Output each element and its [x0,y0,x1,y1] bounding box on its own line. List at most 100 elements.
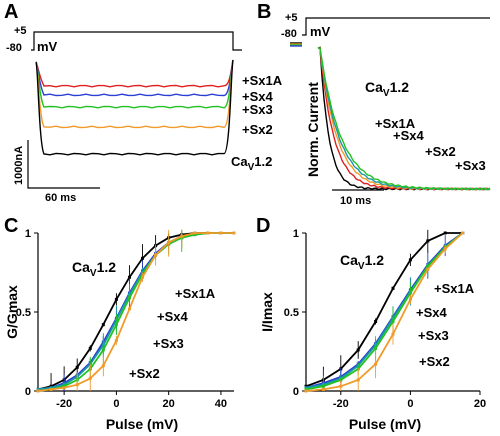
panel-d-x-tick-label: 20 [474,398,486,410]
panel-c-label-sx2: +Sx2 [129,366,160,381]
panel-c-label-sx1a: +Sx1A [175,286,216,301]
panel-c-data-point [127,275,131,279]
panel-c-data-point [127,307,131,311]
panel-b-label-sx2: +Sx2 [425,144,456,159]
panel-b-protocol: +5 -80 mV [281,12,490,40]
panel-b-traces [290,42,491,191]
panel-b-protocol-unit: mV [310,24,331,39]
panel-c-data-point [219,231,223,235]
panel-c-series-labels: CaV1.2 +Sx1A +Sx4 +Sx3 +Sx2 [72,259,216,381]
panel-a-trace [35,59,234,156]
panel-c-x-tick-label: -20 [56,398,72,410]
panel-a-label-sx3: +Sx3 [242,102,273,117]
panel-d-data-point [374,319,378,323]
panel-d-label-sx1a: +Sx1A [434,281,475,296]
panel-c-x-tick-label: 0 [113,398,119,410]
panel-a-trace [35,59,234,88]
panel-d-data-point [426,264,430,268]
panel-d-series-4 [304,231,465,393]
panel-c-data-point [127,296,131,300]
panel-a-label-sx2: +Sx2 [242,122,273,137]
panel-c-data-point [206,231,210,235]
panel-a-trace [35,59,234,129]
panel-d-axes: -20 0 20 0 0.5 1 [284,228,486,410]
panel-d-y-tick-label: 0 [293,386,299,398]
panel-d-ylabel: I/Imax [259,292,275,332]
panel-c-data-point [62,384,66,388]
panel-a-voltage-step [31,31,242,51]
panel-d-data-point [408,258,412,262]
panel-c-letter: C [4,215,18,237]
panel-d-data-point [321,384,325,388]
panel-c-data-point [193,231,197,235]
panel-c-data-point [88,376,92,380]
panel-a-trace-labels: +Sx1A +Sx4 +Sx3 +Sx2 CaV1.2 [231,73,283,173]
panel-c-data-point [114,323,118,327]
panel-d-x-tick-label: 0 [407,398,413,410]
panel-b-voltage-step [302,17,490,36]
panel-c-data-point [141,256,145,260]
panel-c-label-cav12: CaV1.2 [72,259,116,279]
panel-c-label-sx4: +Sx4 [157,309,188,324]
panel-c-data-point [88,346,92,350]
panel-a-trace [35,59,234,97]
panel-c-x-tick-label: 40 [215,398,227,410]
panel-c-y-tick-label: 0.5 [16,307,31,319]
panel-d-data-point [339,384,343,388]
panel-c-y-tick-label: 0 [25,386,31,398]
panel-d-x-tick-label: -20 [333,398,349,410]
panel-c-data-point [154,253,158,257]
panel-b-trace [317,47,491,191]
panel-c-data-point [180,234,184,238]
panel-d-data-point [443,231,447,235]
panel-a-traces [35,59,234,156]
panel-b-label-cav12: CaV1.2 [365,79,409,99]
panel-d-data-point [356,378,360,382]
panel-c-data-point [36,389,40,393]
panel-d-y-tick-label: 1 [293,228,299,240]
panel-b-scale-bar: 10 ms [332,189,384,207]
panel-b-letter: B [257,1,271,23]
panel-b-protocol-top: +5 [285,12,298,24]
panel-d-data-point [304,387,308,391]
panel-d-y-tick-label: 0.5 [284,307,299,319]
panel-d-data-point [408,297,412,301]
panel-d-data-point [339,378,343,382]
panel-c-ylabel: G/Gmax [4,285,20,339]
panel-a-scale-time: 60 ms [45,192,76,204]
panel-d-letter: D [256,215,270,237]
panel-c-data-point [101,364,105,368]
panel-b-trace-labels: CaV1.2 +Sx1A +Sx4 +Sx2 +Sx3 [365,79,486,173]
panel-d-series-line [305,232,464,392]
panel-c-data-point [49,387,53,391]
panel-d-series-line [305,232,463,388]
panel-d-series-labels: CaV1.2 +Sx1A +Sx4 +Sx3 +Sx2 [340,252,475,369]
panel-c-axes: -20 0 20 40 0 0.5 1 [16,228,234,410]
panel-d-series-line [305,232,464,391]
panel-a-protocol-top: +5 [14,25,27,37]
panel-c-data-point [167,240,171,244]
panel-a-protocol-bottom: -80 [6,42,22,54]
panel-d-series [304,229,465,393]
panel-b-protocol-bottom: -80 [281,28,297,40]
panel-c-series-line [37,232,234,392]
panel-c-chart: -20 0 20 40 0 0.5 1 Pulse (mV) G/Gmax [4,228,236,432]
panel-a-protocol-unit: mV [37,39,58,54]
panel-c-data-point [36,387,40,391]
panel-d-data-point [356,348,360,352]
panel-c-series [36,229,236,393]
panel-d-label-sx4: +Sx4 [416,305,447,320]
panel-c-data-point [141,275,145,279]
panel-c-data-point [232,231,236,235]
panel-c-data-point [49,386,53,390]
panel-d-data-point [426,239,430,243]
panel-c-data-point [62,386,66,390]
panel-a-label-sx1a: +Sx1A [242,73,283,88]
panel-d-series-0 [304,229,465,391]
panel-c-data-point [75,383,79,387]
panel-d-data-point [461,231,465,235]
panel-c-data-point [114,297,118,301]
panel-a-scale-bar: 1000nA 60 ms [13,140,100,204]
panel-d-data-point [304,384,308,388]
panel-a-label-sx4: +Sx4 [242,89,273,104]
